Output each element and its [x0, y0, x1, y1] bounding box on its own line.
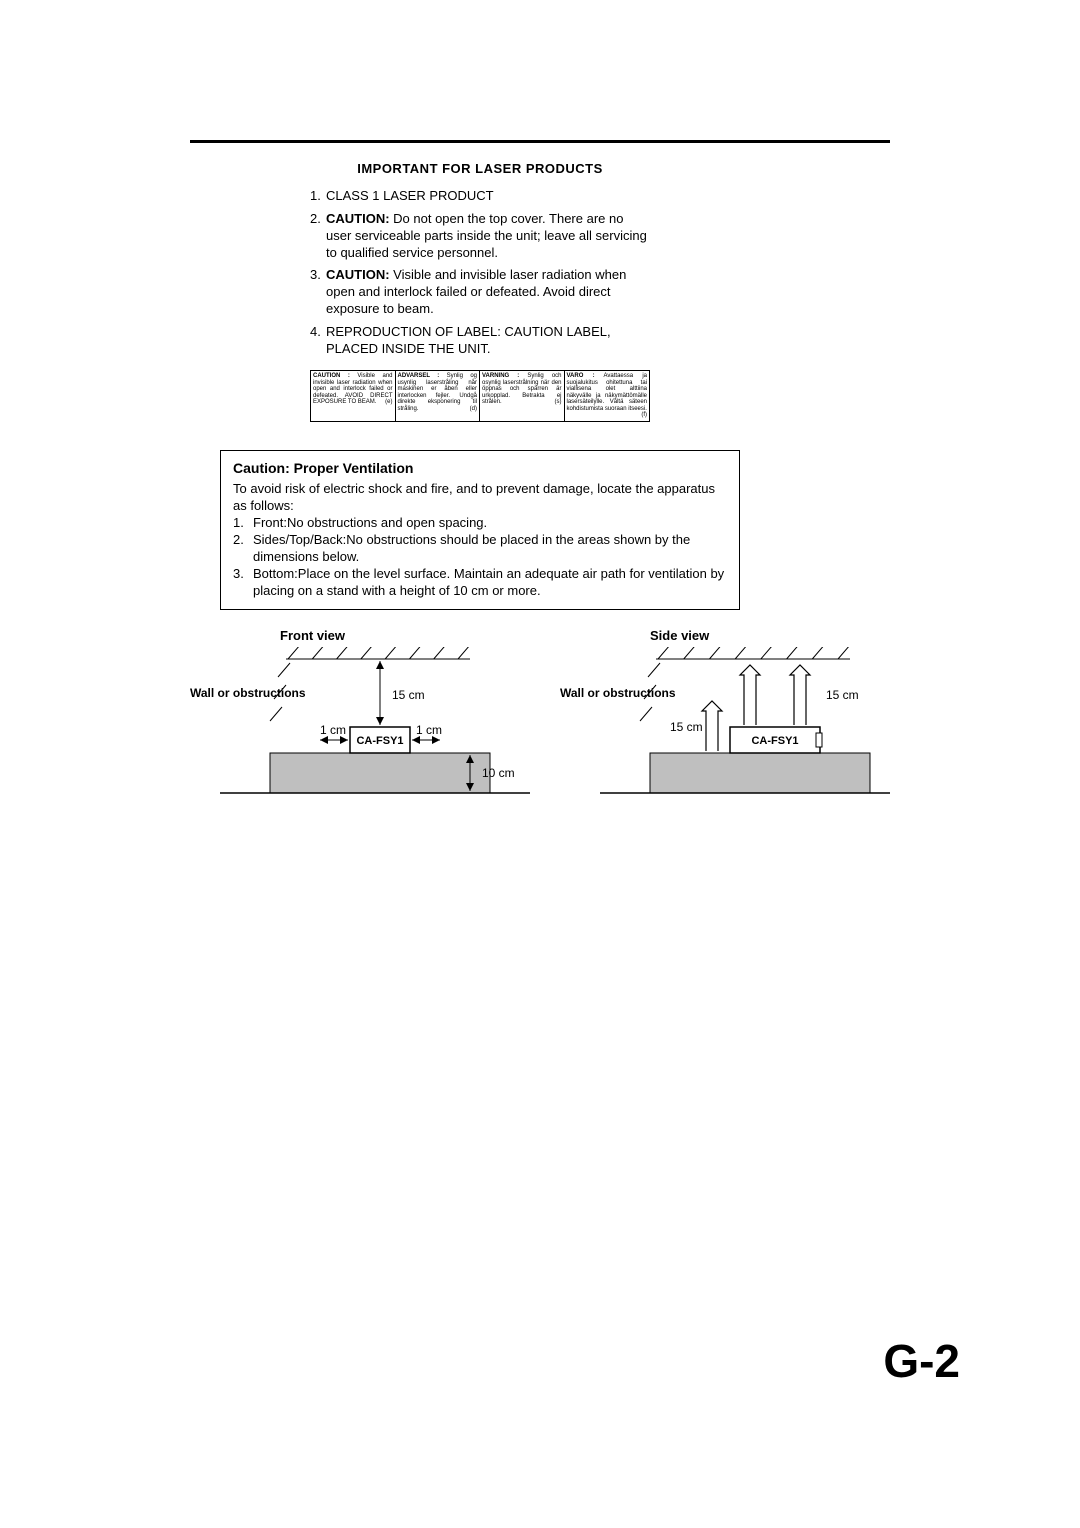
laser-list-item: 2.CAUTION: Do not open the top cover. Th…: [310, 211, 650, 262]
clearance-diagrams: Front view Wall or obstructions CA-FSY1 15…: [190, 628, 890, 827]
caution-label-column: ADVARSEL : Synlig og usynlig laserstråli…: [396, 371, 481, 421]
front-view-block: Front view Wall or obstructions CA-FSY1 15…: [190, 628, 550, 827]
page-number: G-2: [883, 1334, 960, 1388]
ventilation-list-item: 3.Bottom:Place on the level surface. Mai…: [233, 566, 727, 600]
caution-label-reproduction: CAUTION : Visible and invisible laser ra…: [310, 370, 650, 422]
front-view-title: Front view: [280, 628, 550, 643]
side-view-diagram: Wall or obstructions CA-FSY1 15 cm 15 cm: [560, 647, 900, 827]
laser-heading: IMPORTANT FOR LASER PRODUCTS: [310, 161, 650, 178]
ventilation-box: Caution: Proper Ventilation To avoid ris…: [220, 450, 740, 610]
svg-text:15 cm: 15 cm: [670, 720, 703, 734]
laser-list-item: 1.CLASS 1 LASER PRODUCT: [310, 188, 650, 205]
svg-text:CA-FSY1: CA-FSY1: [751, 735, 798, 747]
top-rule: [190, 140, 890, 143]
ventilation-list-item: 1.Front:No obstructions and open spacing…: [233, 515, 727, 532]
laser-list-item: 3.CAUTION: Visible and invisible laser r…: [310, 267, 650, 318]
ventilation-list: 1.Front:No obstructions and open spacing…: [233, 515, 727, 599]
svg-text:10 cm: 10 cm: [482, 766, 515, 780]
svg-text:1 cm: 1 cm: [416, 723, 442, 737]
caution-label-column: VARO : Avattaessa ja suojalukitus ohitet…: [565, 371, 650, 421]
laser-list: 1.CLASS 1 LASER PRODUCT 2.CAUTION: Do not…: [310, 188, 650, 358]
caution-label-column: CAUTION : Visible and invisible laser ra…: [311, 371, 396, 421]
svg-text:CA-FSY1: CA-FSY1: [356, 735, 403, 747]
laser-list-item: 4.REPRODUCTION OF LABEL: CAUTION LABEL, …: [310, 324, 650, 358]
front-view-diagram: Wall or obstructions CA-FSY1 15 cm 1 cm 1 cm…: [190, 647, 550, 827]
svg-text:1 cm: 1 cm: [320, 723, 346, 737]
svg-text:Wall or obstructions: Wall or obstructions: [560, 686, 676, 700]
ventilation-heading: Caution: Proper Ventilation: [233, 459, 727, 477]
side-view-block: Side view Wall or obstructions CA-FSY1 15 …: [560, 628, 900, 827]
caution-label-column: VARNING : Synlig och osynlig laserstråln…: [480, 371, 565, 421]
ventilation-intro: To avoid risk of electric shock and fire…: [233, 481, 727, 515]
laser-products-section: IMPORTANT FOR LASER PRODUCTS 1.CLASS 1 L…: [310, 161, 650, 358]
side-view-title: Side view: [650, 628, 900, 643]
svg-text:15 cm: 15 cm: [392, 688, 425, 702]
ventilation-list-item: 2.Sides/Top/Back:No obstructions should …: [233, 532, 727, 566]
svg-text:Wall or obstructions: Wall or obstructions: [190, 686, 306, 700]
svg-text:15 cm: 15 cm: [826, 688, 859, 702]
